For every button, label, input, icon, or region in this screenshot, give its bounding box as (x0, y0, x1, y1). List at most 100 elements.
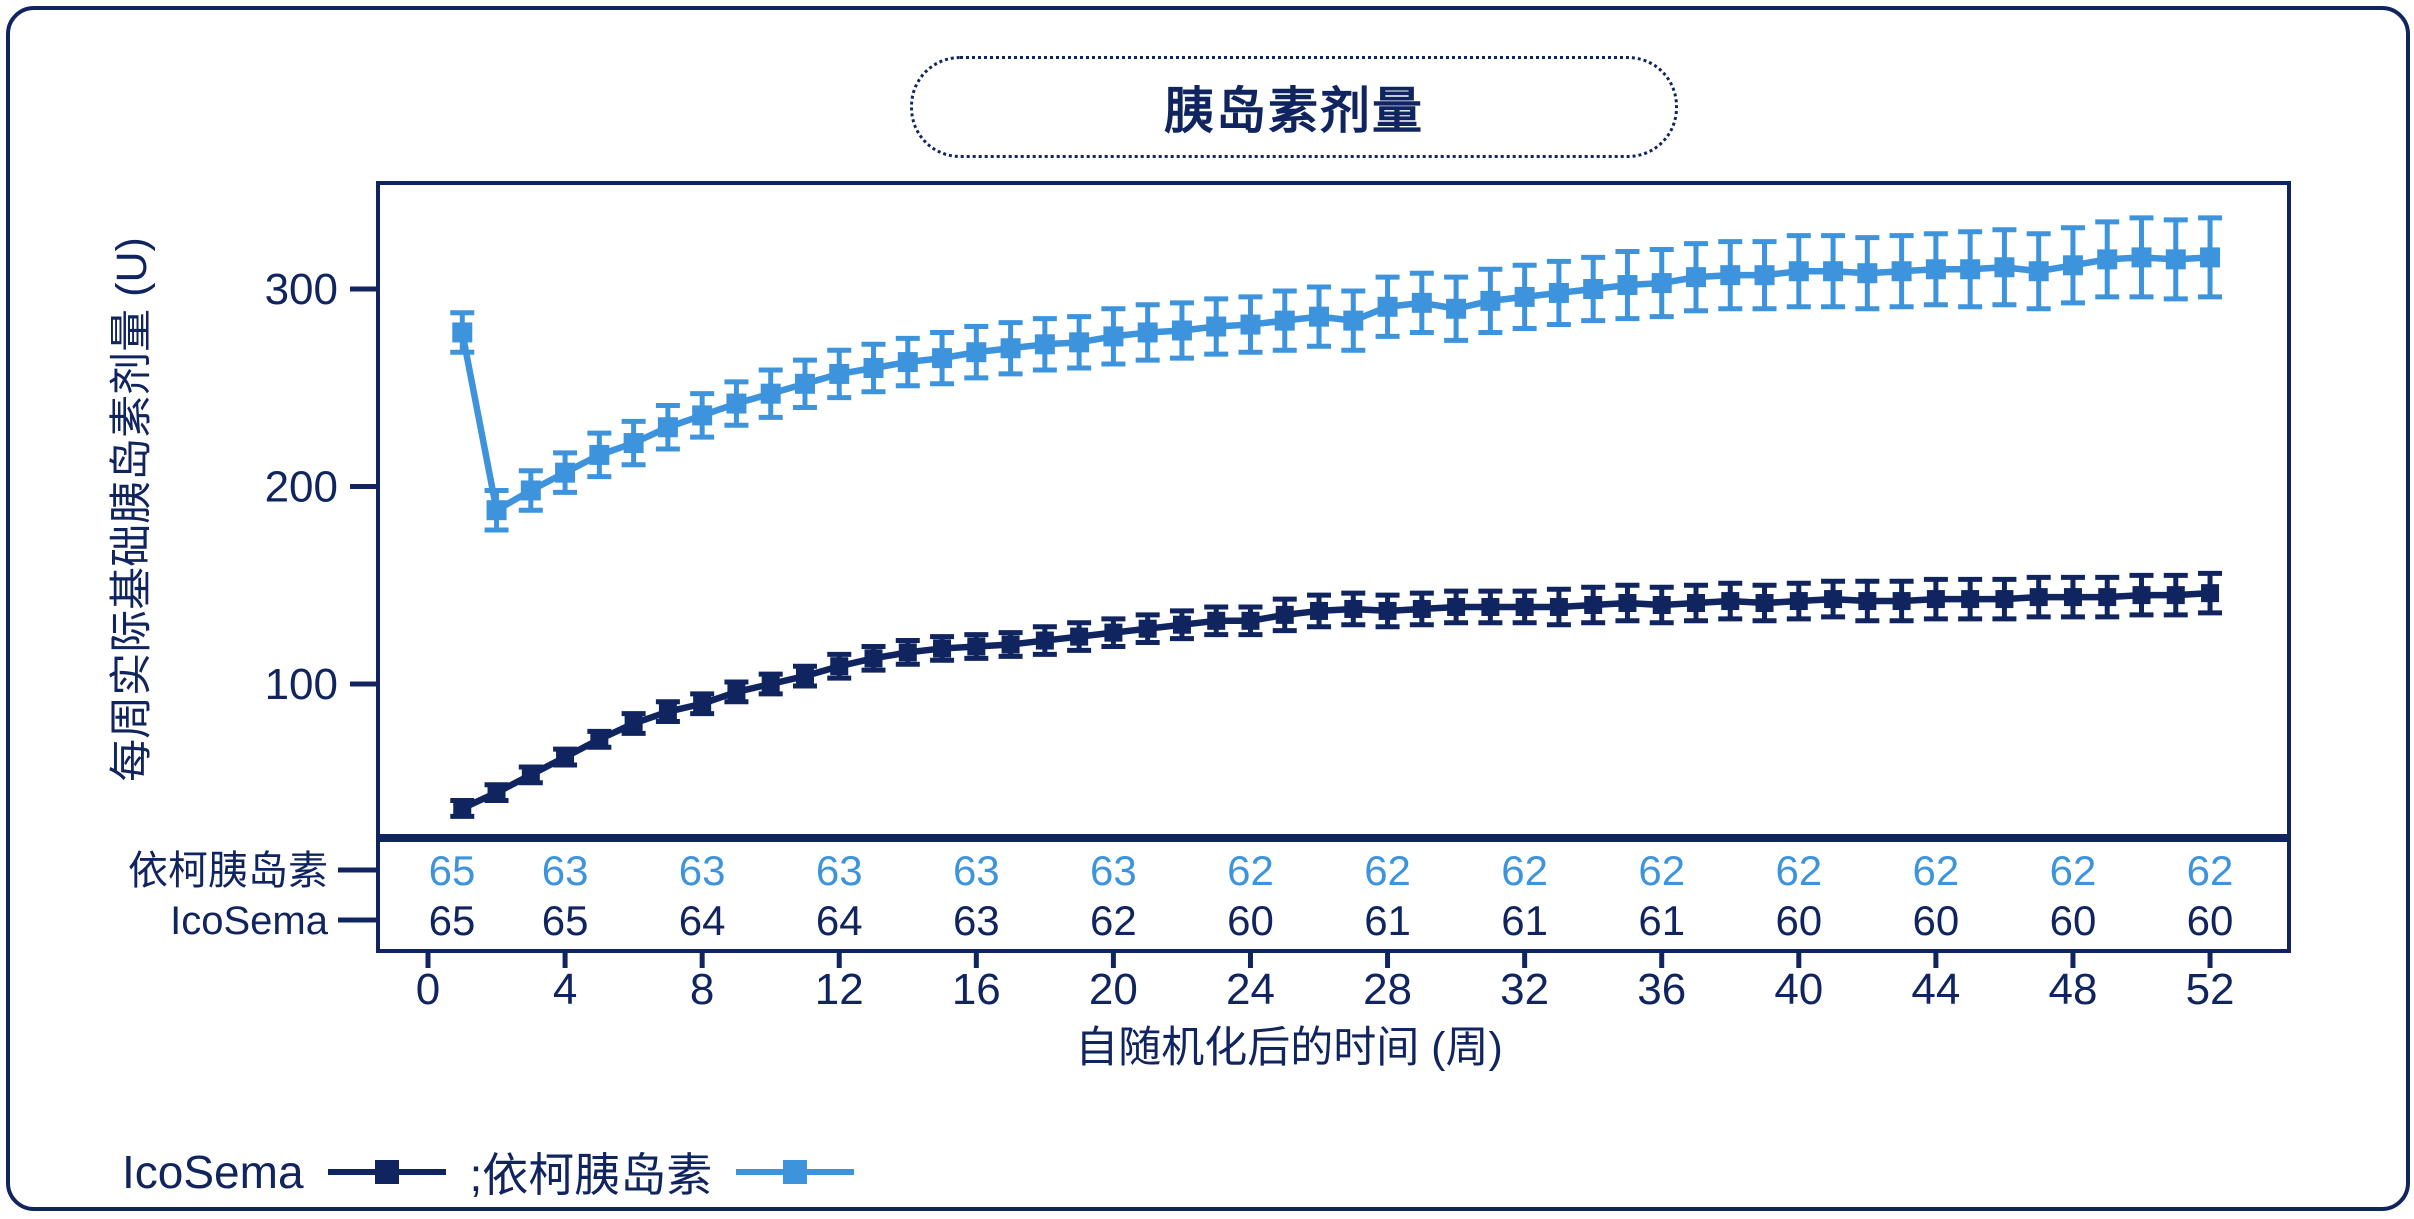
data-point-marker (1171, 320, 1192, 341)
x-tick-label: 4 (553, 965, 577, 1014)
data-point-marker (1960, 259, 1981, 280)
data-point-marker (658, 702, 677, 721)
data-point-marker (933, 639, 952, 658)
series-IcoSema (450, 570, 2223, 819)
data-point-marker (1925, 259, 1946, 280)
data-point-marker (1137, 322, 1158, 343)
data-point-marker (2063, 588, 2082, 607)
dose-table-row-IcoSema: IcoSema 65 65 64 64 63 62 60 61 61 61 60 60 60 60 (170, 897, 2233, 944)
series-line (460, 589, 2211, 812)
data-point-marker (1961, 590, 1980, 609)
data-point-marker (1241, 611, 1260, 630)
data-point-marker (1514, 286, 1535, 307)
x-tick-label: 8 (690, 965, 714, 1014)
dose-value: 62 (1913, 847, 1960, 894)
dose-value: 63 (953, 847, 1000, 894)
series-依柯胰岛素 (450, 215, 2223, 533)
dose-value: 64 (679, 897, 726, 944)
dose-value: 65 (542, 897, 589, 944)
data-point-marker (1652, 596, 1671, 614)
dose-value: 64 (816, 897, 863, 944)
x-axis-title: 自随机化后的时间 (周) (1075, 1024, 1503, 1072)
x-tick-label: 28 (1363, 965, 1412, 1014)
data-point-marker (1994, 257, 2015, 278)
data-point-marker (1617, 275, 1638, 296)
data-point-marker (2097, 249, 2118, 270)
data-point-marker (1583, 279, 1604, 299)
data-point-marker (761, 675, 780, 693)
data-point-marker (794, 373, 815, 394)
data-point-marker (1240, 314, 1261, 335)
legend-marker-navy (327, 1160, 446, 1184)
x-tick-label: 0 (416, 965, 440, 1014)
data-point-marker (1274, 310, 1295, 331)
data-point-marker (1034, 334, 1055, 355)
data-point-marker (829, 363, 850, 384)
dose-value: 62 (1501, 847, 1548, 894)
data-point-marker (521, 765, 540, 784)
dose-value: 62 (1364, 847, 1411, 894)
data-point-marker (760, 383, 781, 404)
dose-value: 62 (1227, 847, 1274, 894)
data-point-marker (452, 322, 473, 343)
x-tick-label: 44 (1911, 965, 1960, 1014)
data-point-marker (1070, 627, 1089, 646)
x-tick-label: 40 (1774, 965, 1823, 1014)
data-point-marker (556, 748, 575, 767)
data-point-marker (1789, 592, 1808, 611)
data-point-marker (486, 500, 507, 521)
y-axis: 100 200 300 每周实际基础胰岛素剂量 (U) (108, 237, 378, 782)
data-point-marker (1206, 316, 1227, 337)
data-point-marker (1549, 597, 1568, 616)
data-point-marker (966, 342, 987, 363)
dose-value: 62 (1090, 897, 1137, 944)
y-tick-label: 300 (265, 265, 338, 314)
dose-value: 60 (2187, 897, 2234, 944)
dose-value: 62 (1638, 847, 1685, 894)
data-point-marker (1686, 594, 1705, 613)
y-axis-title: 每周实际基础胰岛素剂量 (U) (108, 237, 156, 782)
data-point-marker (1275, 605, 1294, 624)
dose-value: 61 (1364, 897, 1411, 944)
data-point-marker (726, 393, 747, 414)
dose-value: 60 (1227, 897, 1274, 944)
data-point-marker (1926, 590, 1945, 609)
data-point-marker (1480, 290, 1501, 311)
data-point-marker (727, 682, 746, 701)
data-point-marker (1548, 282, 1569, 303)
row-label: IcoSema (170, 899, 329, 943)
data-point-marker (1824, 590, 1843, 609)
legend-marker-light_blue (736, 1160, 855, 1184)
dose-value: 60 (2050, 897, 2097, 944)
x-tick-label: 32 (1500, 965, 1549, 1014)
data-point-marker (1651, 273, 1672, 294)
data-point-marker (1584, 596, 1603, 614)
data-point-marker (898, 643, 917, 662)
dose-value: 63 (679, 847, 726, 894)
data-point-marker (520, 480, 541, 501)
dose-table-box (376, 838, 2291, 953)
data-point-marker (2131, 247, 2152, 268)
page-frame: 胰岛素剂量 100 200 300 每周实际基础胰岛素剂量 (U) 依柯胰岛素 65 63 6… (6, 6, 2410, 1211)
data-point-marker (1618, 594, 1637, 613)
data-point-marker (932, 348, 953, 369)
data-point-marker (1892, 592, 1911, 611)
data-point-marker (1721, 592, 1740, 611)
data-point-marker (2132, 586, 2151, 605)
data-point-marker (1207, 611, 1226, 630)
row-label: 依柯胰岛素 (128, 849, 328, 893)
x-tick-label: 52 (2186, 965, 2235, 1014)
x-tick-label: 36 (1637, 965, 1686, 1014)
dose-value: 63 (953, 897, 1000, 944)
data-point-marker (1447, 597, 1466, 616)
data-point-marker (1891, 261, 1912, 282)
data-point-marker (2166, 586, 2185, 605)
dose-value: 65 (429, 847, 476, 894)
data-point-marker (2165, 249, 2186, 270)
data-point-marker (863, 358, 884, 378)
data-point-marker (1823, 261, 1844, 282)
data-point-marker (1378, 601, 1397, 620)
series-line (459, 254, 2211, 514)
data-point-marker (1995, 590, 2014, 609)
